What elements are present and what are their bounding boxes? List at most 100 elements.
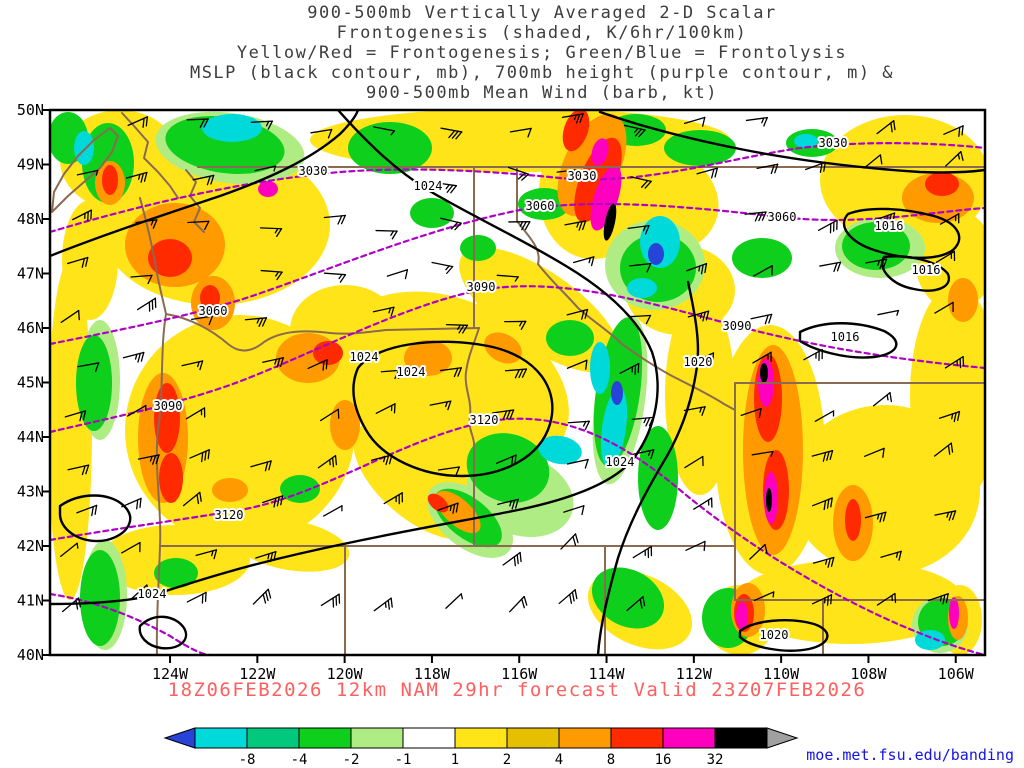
wind-barb bbox=[880, 550, 902, 561]
shading-blob bbox=[159, 453, 183, 503]
lon-label: 110W bbox=[763, 665, 800, 683]
wind-barb bbox=[186, 118, 209, 128]
colorbar-label: -2 bbox=[343, 752, 360, 768]
wind-barb bbox=[64, 410, 87, 422]
contour-label: 1020 bbox=[684, 355, 713, 369]
wind-barb bbox=[262, 357, 284, 368]
wind-barb bbox=[756, 163, 779, 175]
wind-barb bbox=[626, 596, 646, 612]
wind-barb bbox=[863, 447, 885, 458]
wind-barb bbox=[872, 391, 893, 407]
colorbar-label: 4 bbox=[555, 752, 563, 768]
wind-barb bbox=[558, 589, 578, 605]
wind-barb bbox=[938, 410, 961, 423]
wind-barb bbox=[623, 124, 646, 138]
wind-barb bbox=[811, 594, 833, 606]
wind-barb bbox=[182, 491, 202, 507]
wind-barb bbox=[631, 416, 654, 427]
contour-labels-layer: 3030 3030 3030 1024 3060 3060 3060 1016 1016 3090… bbox=[136, 134, 943, 644]
wind-barb bbox=[561, 113, 584, 124]
wind-barb bbox=[380, 369, 404, 380]
wind-barb bbox=[944, 355, 965, 369]
wind-barb bbox=[632, 545, 653, 559]
shading-blob bbox=[202, 114, 262, 142]
lon-label: 124W bbox=[152, 665, 189, 683]
wind-barb bbox=[812, 556, 835, 568]
colorbar-segment bbox=[402, 727, 456, 749]
shading-blob bbox=[949, 597, 959, 629]
shading-blob bbox=[484, 332, 522, 364]
contour-label: 1016 bbox=[912, 263, 941, 277]
mslp-contour-1016-c bbox=[798, 322, 898, 359]
wind-barb bbox=[632, 449, 655, 460]
wind-barb bbox=[440, 127, 463, 140]
wind-barb bbox=[811, 497, 833, 511]
wind-barb bbox=[429, 400, 452, 411]
shading-blob bbox=[590, 342, 610, 394]
colorbar-segment bbox=[558, 727, 612, 749]
mslp-contour-bl-squiggle bbox=[138, 615, 188, 650]
contour-label: 3060 bbox=[199, 304, 228, 318]
shading-blob bbox=[330, 400, 360, 450]
wind-barb bbox=[556, 169, 579, 180]
wind-barb bbox=[876, 120, 896, 135]
shading-blob bbox=[518, 188, 570, 220]
lon-label: 122W bbox=[239, 665, 276, 683]
lat-label: 40N bbox=[17, 646, 44, 664]
border-or-id-snake bbox=[464, 327, 480, 547]
wind-barb bbox=[323, 272, 347, 283]
mslp-contour-1016-a bbox=[842, 207, 961, 260]
colorbar: -8 -4 -2 -1 1 2 4 8 16 32 bbox=[163, 727, 799, 768]
wind-barb bbox=[67, 464, 90, 476]
wind-barb bbox=[186, 591, 207, 604]
wind-barb bbox=[627, 225, 650, 235]
wind-barb bbox=[497, 498, 519, 510]
wind-barb bbox=[945, 150, 964, 167]
wind-barb bbox=[370, 454, 393, 466]
contour-label: 3030 bbox=[568, 169, 597, 183]
shading-blob bbox=[664, 130, 736, 166]
title-line-2: Frontogenesis (shaded, K/6hr/100km) bbox=[337, 23, 748, 43]
shading-blob bbox=[280, 475, 320, 503]
wind-barb bbox=[753, 265, 773, 277]
contour-label: 1024 bbox=[414, 179, 443, 193]
lat-label: 49N bbox=[17, 156, 44, 174]
colorbar-segment bbox=[714, 727, 768, 749]
wind-barb bbox=[439, 367, 463, 378]
height-contour-3090 bbox=[50, 285, 985, 434]
shading-blob bbox=[258, 181, 278, 197]
wind-barb bbox=[76, 169, 99, 176]
wind-barb bbox=[560, 533, 579, 550]
wind-barb bbox=[874, 212, 896, 224]
wind-barb bbox=[121, 541, 141, 554]
shading-blob bbox=[154, 558, 198, 588]
wind-barb bbox=[492, 409, 515, 420]
wind-barb bbox=[496, 454, 517, 467]
credit-link[interactable]: moe.met.fsu.edu/banding bbox=[806, 746, 1014, 764]
contour-label: 1024 bbox=[138, 587, 167, 601]
wind-barb bbox=[693, 497, 713, 510]
mslp-contour-bl-loop bbox=[58, 494, 132, 543]
map-frame-layer bbox=[42, 108, 987, 663]
shading-blob bbox=[794, 134, 818, 148]
lat-label: 46N bbox=[17, 319, 44, 337]
wind-barb bbox=[191, 315, 214, 326]
shading-blob bbox=[591, 567, 665, 629]
shading-blob bbox=[212, 478, 248, 502]
shading-layer bbox=[50, 110, 985, 655]
wind-barb bbox=[386, 269, 409, 280]
wind-barb bbox=[260, 269, 283, 281]
height-contour-partial-sw bbox=[50, 592, 212, 655]
border-id-mt bbox=[516, 166, 736, 411]
colorbar-segment bbox=[662, 727, 716, 749]
colorbar-segment bbox=[246, 727, 300, 749]
shading-blob bbox=[435, 490, 481, 534]
contour-label: 3090 bbox=[723, 319, 752, 333]
colorbar-left-arrow bbox=[163, 727, 196, 749]
shading-blob bbox=[80, 550, 120, 646]
wind-barb bbox=[876, 592, 897, 606]
colorbar-label: 8 bbox=[607, 752, 615, 768]
wind-barb bbox=[934, 510, 957, 521]
wind-barb bbox=[619, 362, 640, 375]
